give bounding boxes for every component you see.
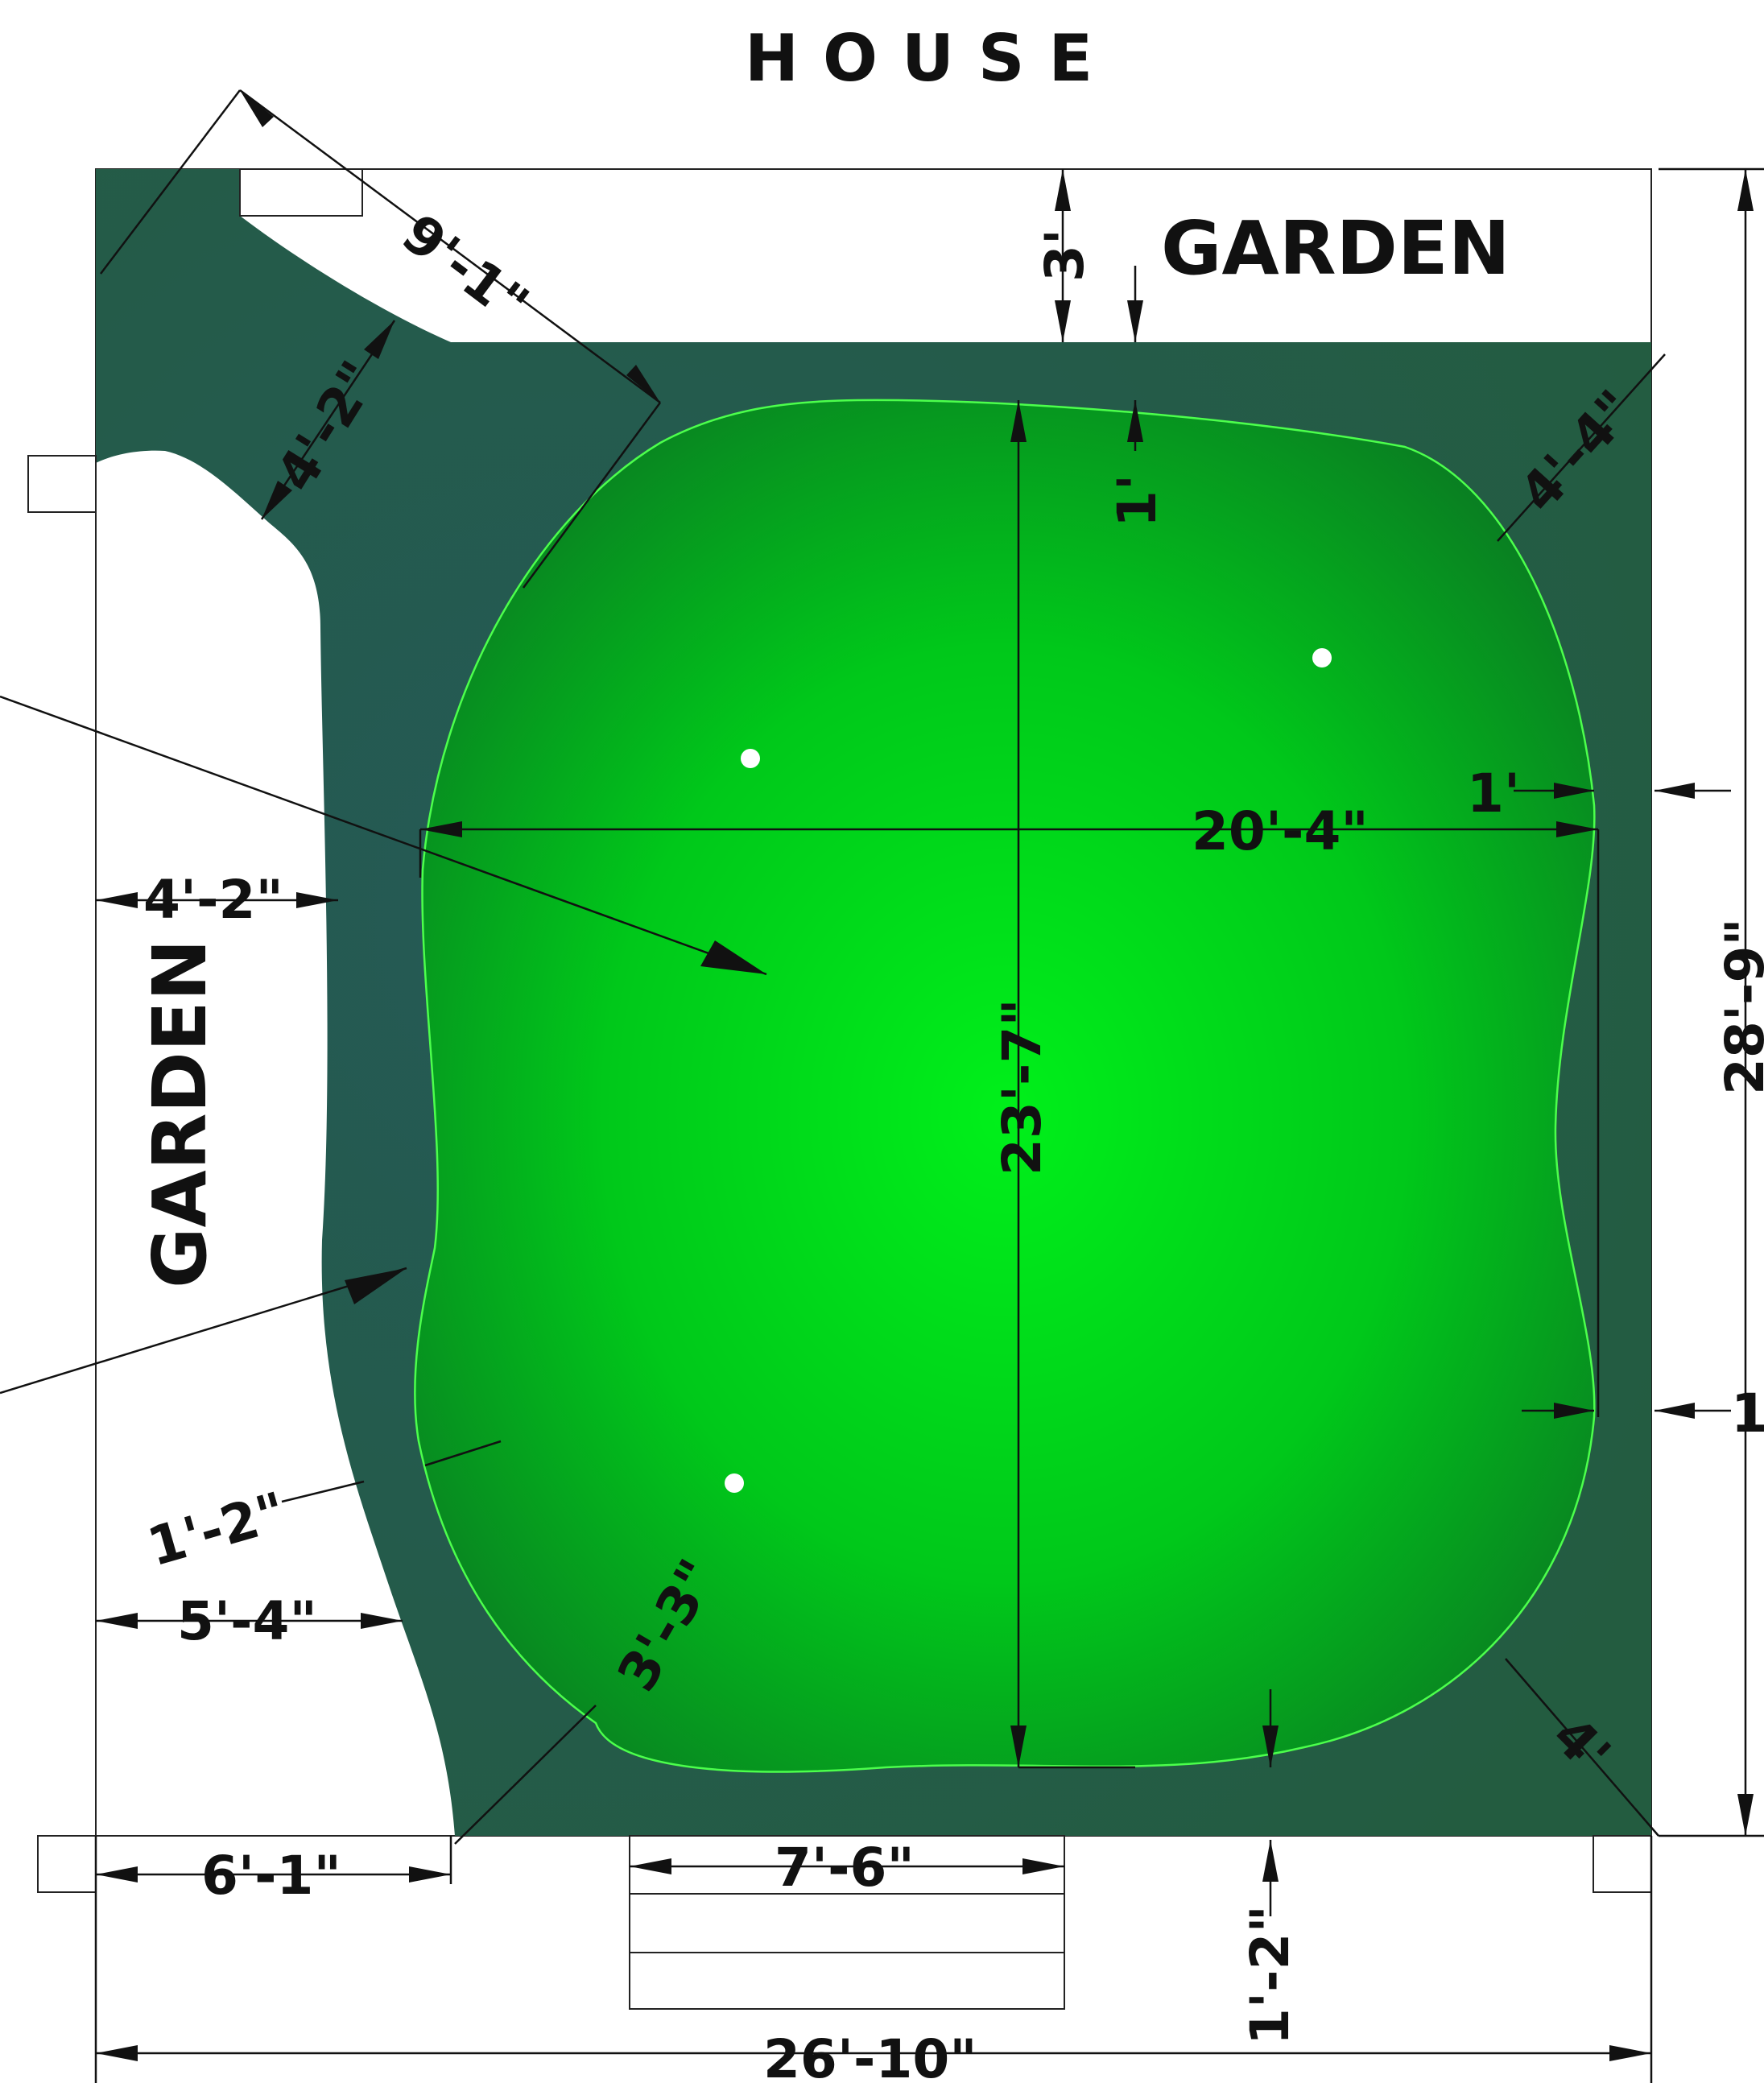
post-bottom-right — [1593, 1835, 1652, 1893]
dim-total-width: 26'-10" — [763, 2028, 977, 2083]
arrowheads — [96, 90, 1754, 2061]
hole-top-left — [741, 749, 760, 768]
garden-top-label: GARDEN — [1161, 205, 1510, 291]
dim-bottom-gap: 1'-2" — [1239, 1905, 1301, 2045]
dim-steps-width: 7'-6" — [775, 1837, 915, 1899]
post-left — [27, 455, 97, 513]
dim-green-width: 20'-4" — [1192, 800, 1369, 862]
dim-total-height: 28'-9" — [1714, 918, 1764, 1095]
dim-left-width-mid: 4'-2" — [143, 869, 283, 931]
dim-left-gap-lower: 1'-2" — [141, 1480, 292, 1578]
dim-path-diagonal: 9'-1" — [390, 202, 539, 336]
putting-green — [414, 399, 1596, 1773]
house-label: HOUSE — [745, 21, 1117, 96]
dim-bottom-left: 6'-1" — [201, 1845, 341, 1907]
dim-right-gap-lower: 1 — [1731, 1382, 1764, 1444]
post-top-left — [239, 168, 363, 217]
steps — [629, 1835, 1065, 2010]
dim-right-gap-upper: 1' — [1467, 763, 1520, 825]
garden-left-label: GARDEN — [137, 939, 223, 1288]
hole-top-right — [1312, 648, 1332, 667]
post-bottom-left — [37, 1835, 97, 1893]
hole-bottom-left — [725, 1473, 744, 1493]
dim-green-length: 23'-7" — [991, 998, 1053, 1176]
dim-top-gap: 3' — [1034, 229, 1096, 282]
dim-left-width-low: 5'-4" — [177, 1590, 317, 1652]
dim-green-top-gap: 1' — [1106, 474, 1168, 527]
